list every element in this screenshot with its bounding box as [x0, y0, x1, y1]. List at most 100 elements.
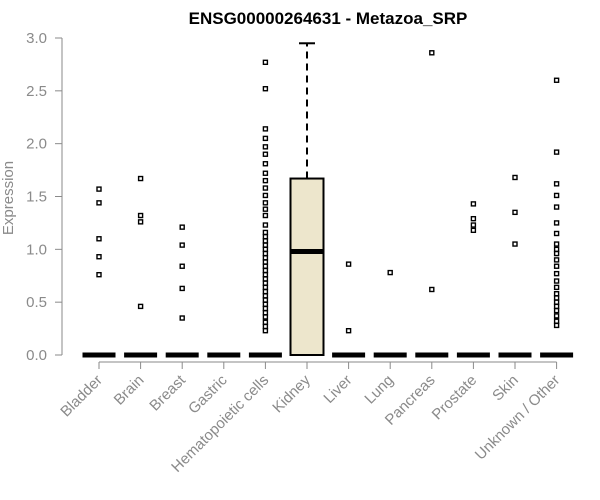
x-tick-label: Prostate [429, 372, 481, 424]
box-group [82, 186, 116, 358]
outlier-point [179, 285, 185, 292]
outlier-point [553, 318, 560, 324]
outlier-point [262, 276, 269, 282]
outlier-point [262, 229, 269, 236]
outlier-point [553, 246, 560, 253]
box-group [373, 269, 407, 358]
outlier-point [553, 241, 560, 247]
outlier-point [262, 86, 269, 92]
outlier-point [262, 144, 269, 150]
outlier-point [179, 224, 185, 230]
x-tick-label: Liver [320, 372, 355, 407]
box-group [332, 261, 366, 358]
outlier-point [512, 174, 518, 181]
x-tick-label: Kidney [269, 371, 314, 416]
outlier-point [470, 227, 477, 234]
outlier-point [553, 295, 560, 301]
outlier-point [262, 233, 269, 240]
box-group [415, 50, 449, 358]
outlier-point [262, 161, 269, 167]
x-tick-label: Lung [361, 372, 397, 408]
outlier-point [262, 238, 269, 244]
outlier-point [262, 200, 269, 206]
outlier-point [470, 222, 477, 228]
outlier-point [262, 293, 269, 299]
outlier-point [553, 77, 560, 83]
outlier-point [553, 220, 560, 226]
outlier-point [553, 303, 560, 310]
outlier-point [553, 313, 560, 319]
box-group [289, 42, 325, 356]
outlier-point [553, 278, 560, 284]
outlier-point [179, 263, 185, 269]
outlier-point [553, 181, 560, 187]
x-tick-label: Bladder [57, 372, 106, 421]
outlier-point [262, 297, 269, 303]
y-tick-label: 0.0 [26, 347, 47, 364]
outlier-point [262, 327, 269, 334]
outlier-point [553, 263, 560, 269]
outlier-point [262, 151, 269, 157]
x-tick-label: Breast [146, 371, 189, 414]
y-axis-label: Expression [0, 161, 17, 235]
outlier-point [262, 305, 269, 312]
outlier-point [512, 209, 518, 216]
outlier-point [553, 284, 560, 291]
outlier-point [96, 236, 102, 242]
outlier-point [137, 303, 144, 310]
outlier-point [179, 315, 185, 321]
x-tick-label: Brain [111, 372, 148, 409]
outlier-point [262, 323, 269, 330]
y-tick-label: 2.5 [26, 83, 47, 100]
outlier-point [553, 322, 560, 329]
outlier-point [512, 241, 518, 247]
box-group [165, 224, 199, 358]
outlier-point [553, 307, 560, 314]
outlier-point [96, 200, 102, 206]
outlier-point [262, 222, 269, 228]
outlier-point [262, 280, 269, 286]
y-tick-label: 3.0 [26, 30, 47, 47]
outlier-point [262, 259, 269, 265]
outlier-point [553, 250, 560, 257]
outlier-point [345, 261, 352, 267]
outlier-point [262, 288, 269, 295]
outlier-point [262, 170, 269, 176]
outlier-point [262, 242, 269, 248]
outlier-point [262, 284, 269, 291]
outlier-point [96, 254, 102, 260]
outlier-point [137, 219, 144, 225]
outlier-point [137, 175, 144, 182]
outlier-point [262, 135, 269, 142]
outlier-point [553, 204, 560, 210]
outlier-point [553, 257, 560, 263]
x-tick-label: Skin [489, 372, 522, 405]
y-tick-label: 1.0 [26, 241, 47, 258]
box-group [456, 201, 490, 358]
outlier-point [387, 269, 393, 276]
outlier-point [553, 149, 560, 155]
outlier-point [262, 301, 269, 307]
outlier-point [553, 192, 560, 199]
y-tick-label: 1.5 [26, 189, 47, 206]
outlier-point [470, 201, 477, 207]
outlier-point [262, 250, 269, 257]
y-axis: 0.0 0.5 1.0 1.5 2.0 2.5 3.0 [26, 30, 63, 364]
outlier-point [470, 215, 477, 222]
box-group [124, 175, 158, 358]
outlier-point [262, 271, 269, 278]
chart-title: ENSG00000264631 - Metazoa_SRP [189, 9, 468, 28]
outlier-point [262, 59, 269, 66]
outlier-point [262, 206, 269, 212]
box-group [498, 174, 532, 358]
outlier-point [553, 299, 560, 305]
outlier-point [345, 327, 352, 334]
outlier-point [429, 286, 435, 293]
outlier-point [262, 185, 269, 191]
outlier-point [553, 230, 560, 237]
outlier-point [262, 319, 269, 325]
outlier-point [179, 242, 185, 248]
box-group [540, 77, 574, 358]
